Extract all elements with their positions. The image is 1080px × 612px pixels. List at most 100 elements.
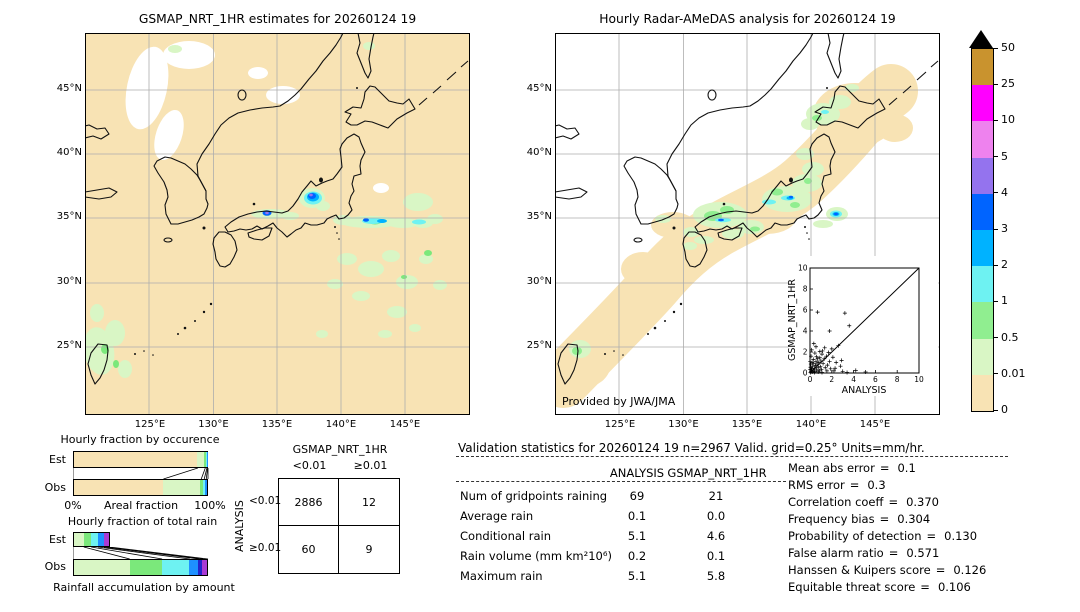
scatter-point (820, 348, 825, 353)
score-line: Mean abs error = 0.1 (788, 461, 916, 475)
score-value: 0.3 (867, 478, 886, 492)
lat-label: 45°N (56, 83, 82, 94)
scatter-point (812, 370, 817, 375)
stats-value: 69 (629, 489, 645, 503)
colorbar-tick-label: 2 (1001, 258, 1008, 272)
totalrain-connectors (73, 547, 209, 559)
lat-label: 40°N (56, 147, 82, 158)
lat-label: 40°N (526, 147, 552, 158)
inset-points (808, 310, 868, 375)
contingency-cell: 9 (365, 543, 373, 556)
colorbar-segment (972, 121, 993, 158)
lon-label: 145°E (859, 419, 891, 430)
scatter-point (845, 370, 850, 375)
lon-label: 130°E (198, 419, 229, 430)
inset-x-tick-label: 0 (808, 375, 813, 384)
scatter-point (827, 359, 832, 364)
bar-connector-line (83, 547, 130, 559)
stats-row-label: Maximum rain (460, 569, 543, 583)
contingency-cell: 60 (279, 526, 339, 573)
xaxis-label: Areal fraction (103, 499, 179, 512)
scatter-point (821, 361, 826, 366)
xaxis-max: 100% (194, 499, 226, 512)
lat-label: 35°N (56, 211, 82, 222)
scatter-point (808, 359, 813, 364)
left-map-title: GSMAP_NRT_1HR estimates for 20260124 19 (138, 12, 417, 26)
inset-ylabel: GSMAP_NRT_1HR (788, 279, 798, 361)
scatter-point (863, 369, 868, 374)
colorbar-tick-label: 5 (1001, 149, 1008, 163)
score-line: Hanssen & Kuipers score = 0.126 (788, 563, 986, 577)
colorbar-segment (972, 157, 993, 194)
score-value: 0.130 (944, 529, 978, 543)
bar-segment (203, 480, 206, 495)
colorbar-tick (994, 47, 998, 49)
scatter-point (818, 364, 823, 369)
score-label: Equitable threat score (788, 580, 916, 594)
bar-connector-line (205, 468, 208, 479)
colorbar-tick-label: 4 (1001, 185, 1008, 199)
colorbar-tick-label: 0.01 (1001, 366, 1026, 380)
bar-segment (74, 480, 164, 495)
stats-value: 5.1 (627, 529, 647, 543)
stats-value: 5.1 (627, 569, 647, 583)
inset-y-tick-label: 0 (803, 369, 808, 378)
colorbar-tick (994, 373, 998, 375)
colorbar-tick (994, 156, 998, 158)
colorbar-bar (971, 48, 994, 412)
scatter-point (853, 368, 858, 373)
scatter-point (810, 364, 815, 369)
bar-connector-line (163, 468, 198, 479)
est-row-label: Est (49, 533, 66, 546)
scatter-point (842, 311, 847, 316)
stats-col-header: ANALYSIS (609, 466, 665, 480)
scatter-point (826, 350, 831, 355)
score-label: Probability of detection (788, 529, 922, 543)
lat-label: 35°N (526, 211, 552, 222)
equals-sign: = (888, 546, 899, 560)
stats-value: 4.6 (706, 529, 726, 543)
bar-segment (161, 560, 190, 575)
scatter-point (816, 360, 821, 365)
inset-y-tick-label: 4 (803, 327, 808, 336)
colorbar-tick-label: 25 (1001, 77, 1015, 91)
score-line: RMS error = 0.3 (788, 478, 886, 492)
colorbar-tick (994, 192, 998, 194)
totalrain-est-bar (73, 532, 110, 547)
scatter-point (809, 347, 814, 352)
bar-segment (202, 560, 207, 575)
bar-segment (200, 480, 204, 495)
stats-row-label: Conditional rain (460, 529, 552, 543)
bar-segment (198, 560, 203, 575)
scatter-point (816, 369, 821, 374)
scatter-point (838, 364, 843, 369)
colorbar-tick (994, 83, 998, 85)
bar-connector-line (200, 468, 206, 479)
occurrence-obs-bar (73, 479, 208, 496)
contingency-cell: 12 (339, 479, 399, 526)
scatter-point (830, 355, 835, 360)
score-value: 0.370 (906, 495, 940, 509)
score-value: 0.126 (953, 563, 987, 577)
bar-segment (205, 480, 207, 495)
score-line: False alarm ratio = 0.571 (788, 546, 939, 560)
totalrain-chart-footer: Rainfall accumulation by amount (53, 581, 235, 594)
bar-segment (103, 533, 109, 546)
scatter-point (813, 344, 818, 349)
scatter-point (809, 354, 814, 359)
stats-value: 5.8 (706, 569, 726, 583)
score-value: 0.106 (937, 580, 971, 594)
stats-col-header: GSMAP_NRT_1HR (667, 466, 767, 480)
scatter-point (824, 354, 829, 359)
lat-label: 45°N (526, 83, 552, 94)
stats-value: 21 (708, 489, 724, 503)
contingency-row-label: <0.01 (249, 495, 282, 507)
scatter-point (824, 368, 829, 373)
colorbar-tick (994, 264, 998, 266)
obs-row-label: Obs (44, 481, 66, 494)
inset-y-tick-label: 8 (803, 285, 808, 294)
contingency-row-group: ANALYSIS (233, 500, 246, 552)
equals-sign: = (879, 461, 890, 475)
scatter-point (840, 369, 845, 374)
inset-diagonal (809, 267, 920, 374)
